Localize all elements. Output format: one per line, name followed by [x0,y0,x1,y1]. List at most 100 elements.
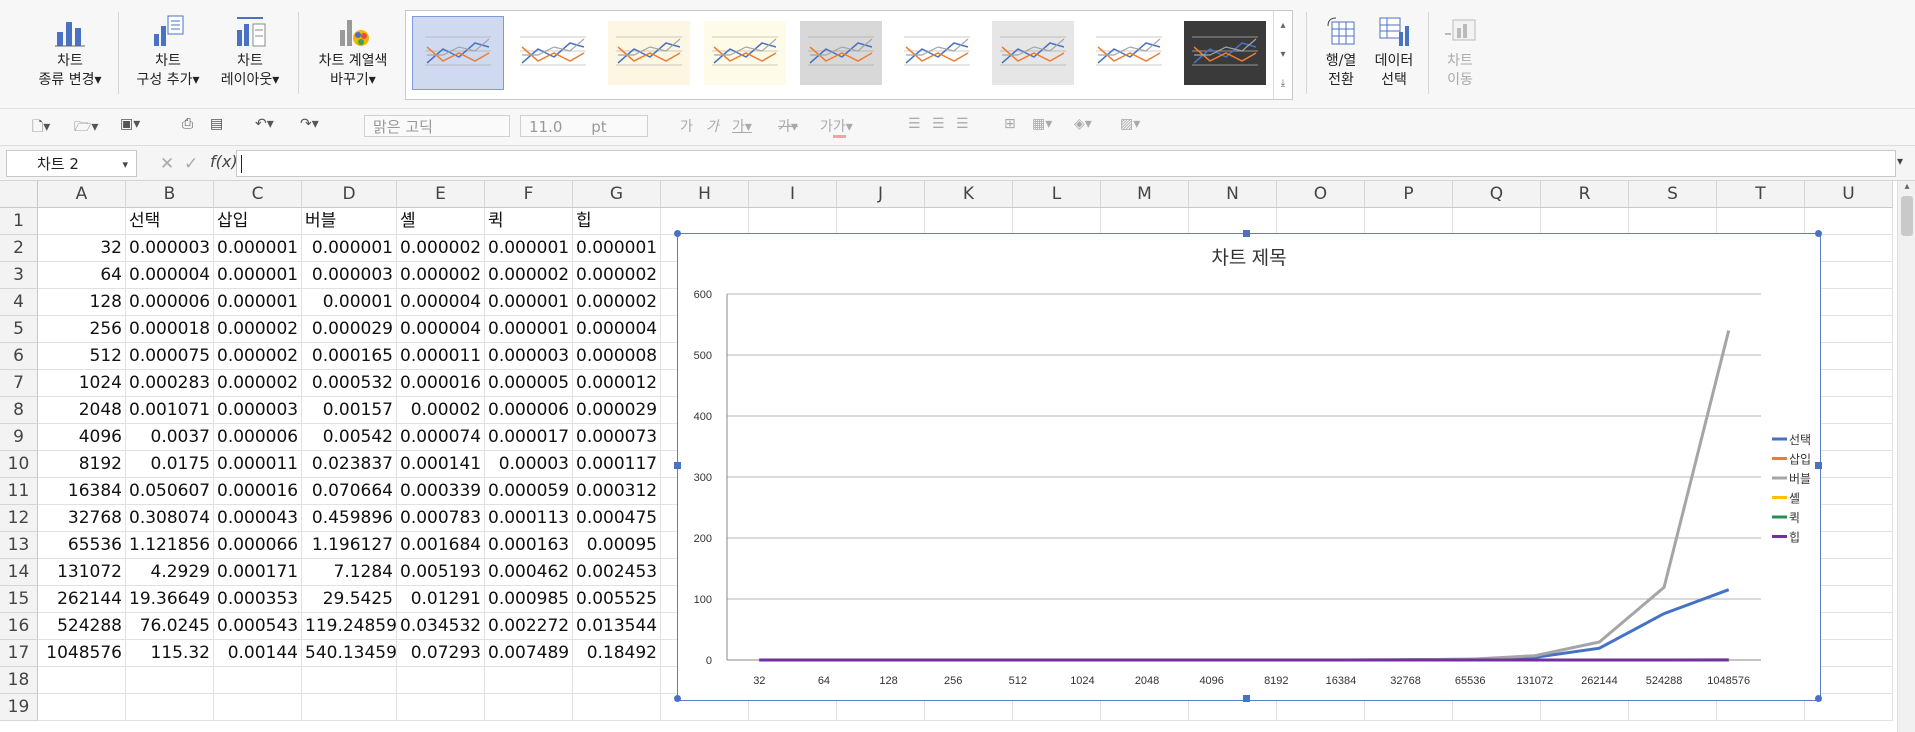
scroll-up-icon[interactable]: ▴ [1904,181,1910,192]
cell[interactable] [302,667,397,694]
cell[interactable]: 524288 [38,613,126,640]
cell[interactable]: 0.18492 [573,640,661,667]
cell[interactable] [573,667,661,694]
font-color-icon[interactable]: 가가▾ [820,116,853,138]
cell[interactable]: 0.0175 [126,451,214,478]
chart-layout-button[interactable]: 차트 레이아웃▾ [214,8,286,90]
change-colors-button[interactable]: 차트 계열색 바꾸기▾ [308,8,398,90]
move-chart-button[interactable]: 차트 이동 [1436,8,1484,90]
change-chart-type-button[interactable]: 차트 종류 변경▾ [30,8,110,90]
cell[interactable]: 0.070664 [302,478,397,505]
column-header-s[interactable]: S [1629,181,1717,208]
chart-style-thumbnail[interactable] [604,17,694,89]
cell[interactable]: 0.000004 [397,289,485,316]
cell[interactable] [1365,694,1453,721]
resize-handle[interactable] [1243,695,1250,702]
cell[interactable]: 0.000532 [302,370,397,397]
cell[interactable] [38,667,126,694]
cell[interactable] [1805,667,1893,694]
cell[interactable] [1629,694,1717,721]
select-data-button[interactable]: 데이터 선택 [1370,8,1418,90]
series-line-0[interactable] [759,588,1730,662]
align-right-icon[interactable]: ☰ [956,116,969,132]
cell[interactable]: 0.000117 [573,451,661,478]
cell[interactable]: 버블 [302,208,397,235]
cell[interactable] [1805,478,1893,505]
merge-cells-icon[interactable]: ⊞ [1004,116,1016,132]
cell[interactable] [38,694,126,721]
cell[interactable] [397,667,485,694]
cell[interactable]: 0.050607 [126,478,214,505]
cell[interactable]: 0.000074 [397,424,485,451]
italic-icon[interactable]: 가 [706,119,719,135]
print-preview-icon[interactable]: ▤ [210,116,224,132]
chart-object[interactable]: 차트 제목 0 100 200 300 400 500 600 32 64 128 256 512 10… [677,233,1821,701]
cell[interactable]: 1048576 [38,640,126,667]
cell[interactable]: 0.000006 [214,424,302,451]
row-header-11[interactable]: 11 [0,478,38,505]
redo-icon[interactable]: ↷▾ [300,116,319,132]
cell[interactable] [214,667,302,694]
cell[interactable]: 0.000543 [214,613,302,640]
cell[interactable]: 0.459896 [302,505,397,532]
row-header-6[interactable]: 6 [0,343,38,370]
chart-style-thumbnail[interactable] [796,17,886,89]
row-header-14[interactable]: 14 [0,559,38,586]
cell[interactable] [661,694,749,721]
cell[interactable]: 0.000001 [485,289,573,316]
cell[interactable] [925,208,1013,235]
cell[interactable]: 0.000003 [126,235,214,262]
cell[interactable] [1277,694,1365,721]
cell[interactable] [1805,505,1893,532]
cell[interactable]: 0.00542 [302,424,397,451]
row-header-1[interactable]: 1 [0,208,38,235]
cell[interactable] [1805,343,1893,370]
cell[interactable]: 16384 [38,478,126,505]
cell[interactable]: 0.00157 [302,397,397,424]
gallery-more-icon[interactable]: ⤓ [1280,78,1286,89]
cell[interactable]: 0.000985 [485,586,573,613]
cell[interactable]: 0.000006 [126,289,214,316]
chart-style-thumbnail[interactable] [508,17,598,89]
cell[interactable] [1805,640,1893,667]
cell[interactable]: 0.000113 [485,505,573,532]
chart-style-thumbnail[interactable] [700,17,790,89]
print-icon[interactable]: ⎙ [182,116,194,132]
cell[interactable]: 0.000141 [397,451,485,478]
cell[interactable]: 0.01291 [397,586,485,613]
cell[interactable] [1189,694,1277,721]
cell[interactable]: 0.000475 [573,505,661,532]
cell[interactable]: 0.000002 [214,316,302,343]
column-header-d[interactable]: D [302,181,397,208]
cell[interactable]: 힙 [573,208,661,235]
row-header-8[interactable]: 8 [0,397,38,424]
align-center-icon[interactable]: ☰ [932,116,945,132]
row-header-3[interactable]: 3 [0,262,38,289]
row-header-18[interactable]: 18 [0,667,38,694]
cell[interactable]: 0.000008 [573,343,661,370]
cell[interactable]: 0.000002 [214,343,302,370]
cell[interactable] [1013,694,1101,721]
cell[interactable]: 0.000001 [485,316,573,343]
cell[interactable]: 0.000075 [126,343,214,370]
cell[interactable] [749,208,837,235]
cell[interactable] [1805,235,1893,262]
align-left-icon[interactable]: ☰ [908,116,921,132]
row-header-15[interactable]: 15 [0,586,38,613]
cell[interactable]: 0.000029 [573,397,661,424]
cell[interactable]: 0.023837 [302,451,397,478]
resize-handle[interactable] [1243,230,1250,237]
scroll-thumb[interactable] [1901,196,1913,236]
formula-input[interactable] [236,150,1896,177]
cell[interactable]: 0.005193 [397,559,485,586]
column-header-p[interactable]: P [1365,181,1453,208]
strikethrough-icon[interactable]: 가▾ [778,119,798,135]
column-header-r[interactable]: R [1541,181,1629,208]
cell[interactable]: 0.000003 [485,343,573,370]
cell[interactable]: 0.000339 [397,478,485,505]
cell[interactable]: 76.0245 [126,613,214,640]
cell[interactable]: 0.000001 [302,235,397,262]
cell[interactable] [1629,208,1717,235]
cell[interactable]: 0.005525 [573,586,661,613]
border-icon[interactable]: ▦▾ [1032,116,1053,132]
